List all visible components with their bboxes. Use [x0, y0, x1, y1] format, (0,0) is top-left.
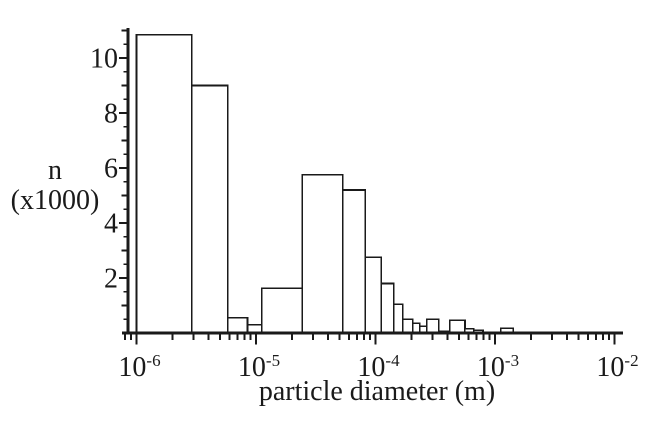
- histogram-bar: [191, 84, 229, 334]
- histogram-bar: [135, 33, 193, 334]
- histogram-bar: [226, 317, 249, 334]
- histogram-bar: [380, 282, 395, 334]
- y-axis-label-line1: n: [48, 155, 62, 186]
- x-axis-label: particle diameter (m): [258, 376, 496, 407]
- y-tick-label: 4: [104, 209, 118, 240]
- histogram-bar: [261, 287, 304, 334]
- histogram-bar: [341, 189, 367, 334]
- x-tick-label: 10-4: [357, 351, 400, 383]
- histogram-bar: [411, 322, 421, 334]
- y-tick-label: 6: [104, 154, 118, 185]
- x-tick-label: 10-3: [477, 351, 519, 383]
- y-axis-label: n (x1000): [0, 156, 110, 216]
- histogram-bar: [425, 318, 440, 334]
- x-tick-label: 10-2: [596, 351, 638, 383]
- x-tick-label: 10-5: [238, 351, 280, 383]
- y-tick-label: 2: [104, 264, 118, 295]
- histogram-bar: [301, 174, 344, 334]
- y-tick-label: 10: [90, 44, 118, 75]
- histogram-bar: [401, 318, 414, 334]
- x-tick-label: 10-6: [118, 351, 160, 383]
- histogram-bar: [364, 256, 383, 334]
- histogram-bar: [449, 319, 466, 334]
- y-tick-label: 8: [104, 99, 118, 130]
- y-axis-label-line2: (x1000): [10, 185, 100, 216]
- histogram-bar: [392, 303, 404, 334]
